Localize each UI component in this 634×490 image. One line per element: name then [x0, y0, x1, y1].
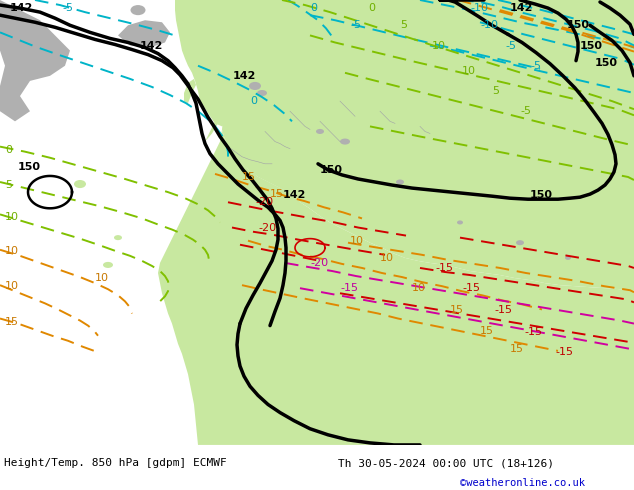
Text: -5: -5	[62, 3, 73, 13]
Polygon shape	[215, 144, 310, 251]
Text: 10: 10	[412, 283, 426, 293]
Text: 15: 15	[480, 326, 494, 336]
Text: 10: 10	[462, 66, 476, 76]
Text: 0: 0	[368, 3, 375, 13]
Text: 10: 10	[5, 246, 19, 256]
Text: 142: 142	[10, 3, 34, 13]
Ellipse shape	[316, 129, 324, 134]
Text: 150: 150	[567, 20, 590, 30]
Text: Th 30-05-2024 00:00 UTC (18+126): Th 30-05-2024 00:00 UTC (18+126)	[338, 459, 554, 468]
Text: -10: -10	[470, 3, 488, 13]
Text: 150: 150	[580, 41, 603, 50]
Text: 142: 142	[233, 71, 256, 81]
Text: Height/Temp. 850 hPa [gdpm] ECMWF: Height/Temp. 850 hPa [gdpm] ECMWF	[4, 459, 227, 468]
Text: -5: -5	[530, 61, 541, 71]
Polygon shape	[0, 0, 70, 122]
Ellipse shape	[457, 220, 463, 224]
Text: -15: -15	[462, 283, 480, 293]
Ellipse shape	[396, 179, 404, 185]
Text: 0: 0	[5, 145, 12, 155]
Text: 10: 10	[95, 273, 109, 283]
Text: -15: -15	[524, 327, 542, 337]
Text: -5: -5	[505, 41, 516, 50]
Ellipse shape	[340, 139, 350, 145]
Polygon shape	[118, 20, 170, 48]
Text: 0: 0	[250, 96, 257, 106]
Text: 142: 142	[140, 41, 164, 50]
Text: 150: 150	[320, 165, 343, 175]
Text: 10: 10	[5, 281, 19, 291]
Text: -15: -15	[340, 283, 358, 293]
Text: 5: 5	[492, 86, 499, 96]
Text: -20: -20	[255, 197, 273, 207]
Text: 15: 15	[450, 305, 464, 316]
Text: ©weatheronline.co.uk: ©weatheronline.co.uk	[460, 478, 585, 488]
Text: 0: 0	[310, 3, 317, 13]
Text: 5: 5	[5, 180, 12, 190]
Text: 15: 15	[242, 172, 256, 182]
Text: -15: -15	[494, 305, 512, 316]
Polygon shape	[222, 0, 634, 290]
Text: 150: 150	[18, 162, 41, 172]
Ellipse shape	[565, 256, 571, 260]
Text: 10: 10	[432, 41, 446, 50]
Text: -20: -20	[310, 258, 328, 268]
Ellipse shape	[131, 5, 145, 15]
Polygon shape	[158, 129, 634, 445]
Text: 142: 142	[283, 190, 306, 200]
Text: 5: 5	[400, 20, 407, 30]
Text: 15: 15	[510, 344, 524, 354]
Ellipse shape	[114, 235, 122, 240]
Text: -10: -10	[480, 20, 498, 30]
Ellipse shape	[516, 240, 524, 245]
Text: -15: -15	[435, 263, 453, 273]
Text: 142: 142	[510, 3, 533, 13]
Ellipse shape	[257, 90, 267, 96]
Ellipse shape	[74, 180, 86, 188]
Text: 15: 15	[270, 189, 284, 199]
Ellipse shape	[249, 82, 261, 90]
Text: -20: -20	[258, 222, 276, 233]
Text: 15: 15	[5, 317, 19, 326]
Ellipse shape	[194, 36, 202, 41]
Polygon shape	[184, 79, 196, 103]
Text: -5: -5	[520, 106, 531, 116]
Text: 10: 10	[380, 253, 394, 263]
Text: 10: 10	[5, 212, 19, 222]
Text: 10: 10	[350, 236, 364, 245]
Text: -5: -5	[350, 20, 361, 30]
Text: 150: 150	[530, 190, 553, 200]
Text: -15: -15	[555, 347, 573, 357]
Polygon shape	[175, 0, 375, 147]
Polygon shape	[198, 59, 225, 142]
Ellipse shape	[103, 262, 113, 268]
Text: 150: 150	[595, 58, 618, 68]
